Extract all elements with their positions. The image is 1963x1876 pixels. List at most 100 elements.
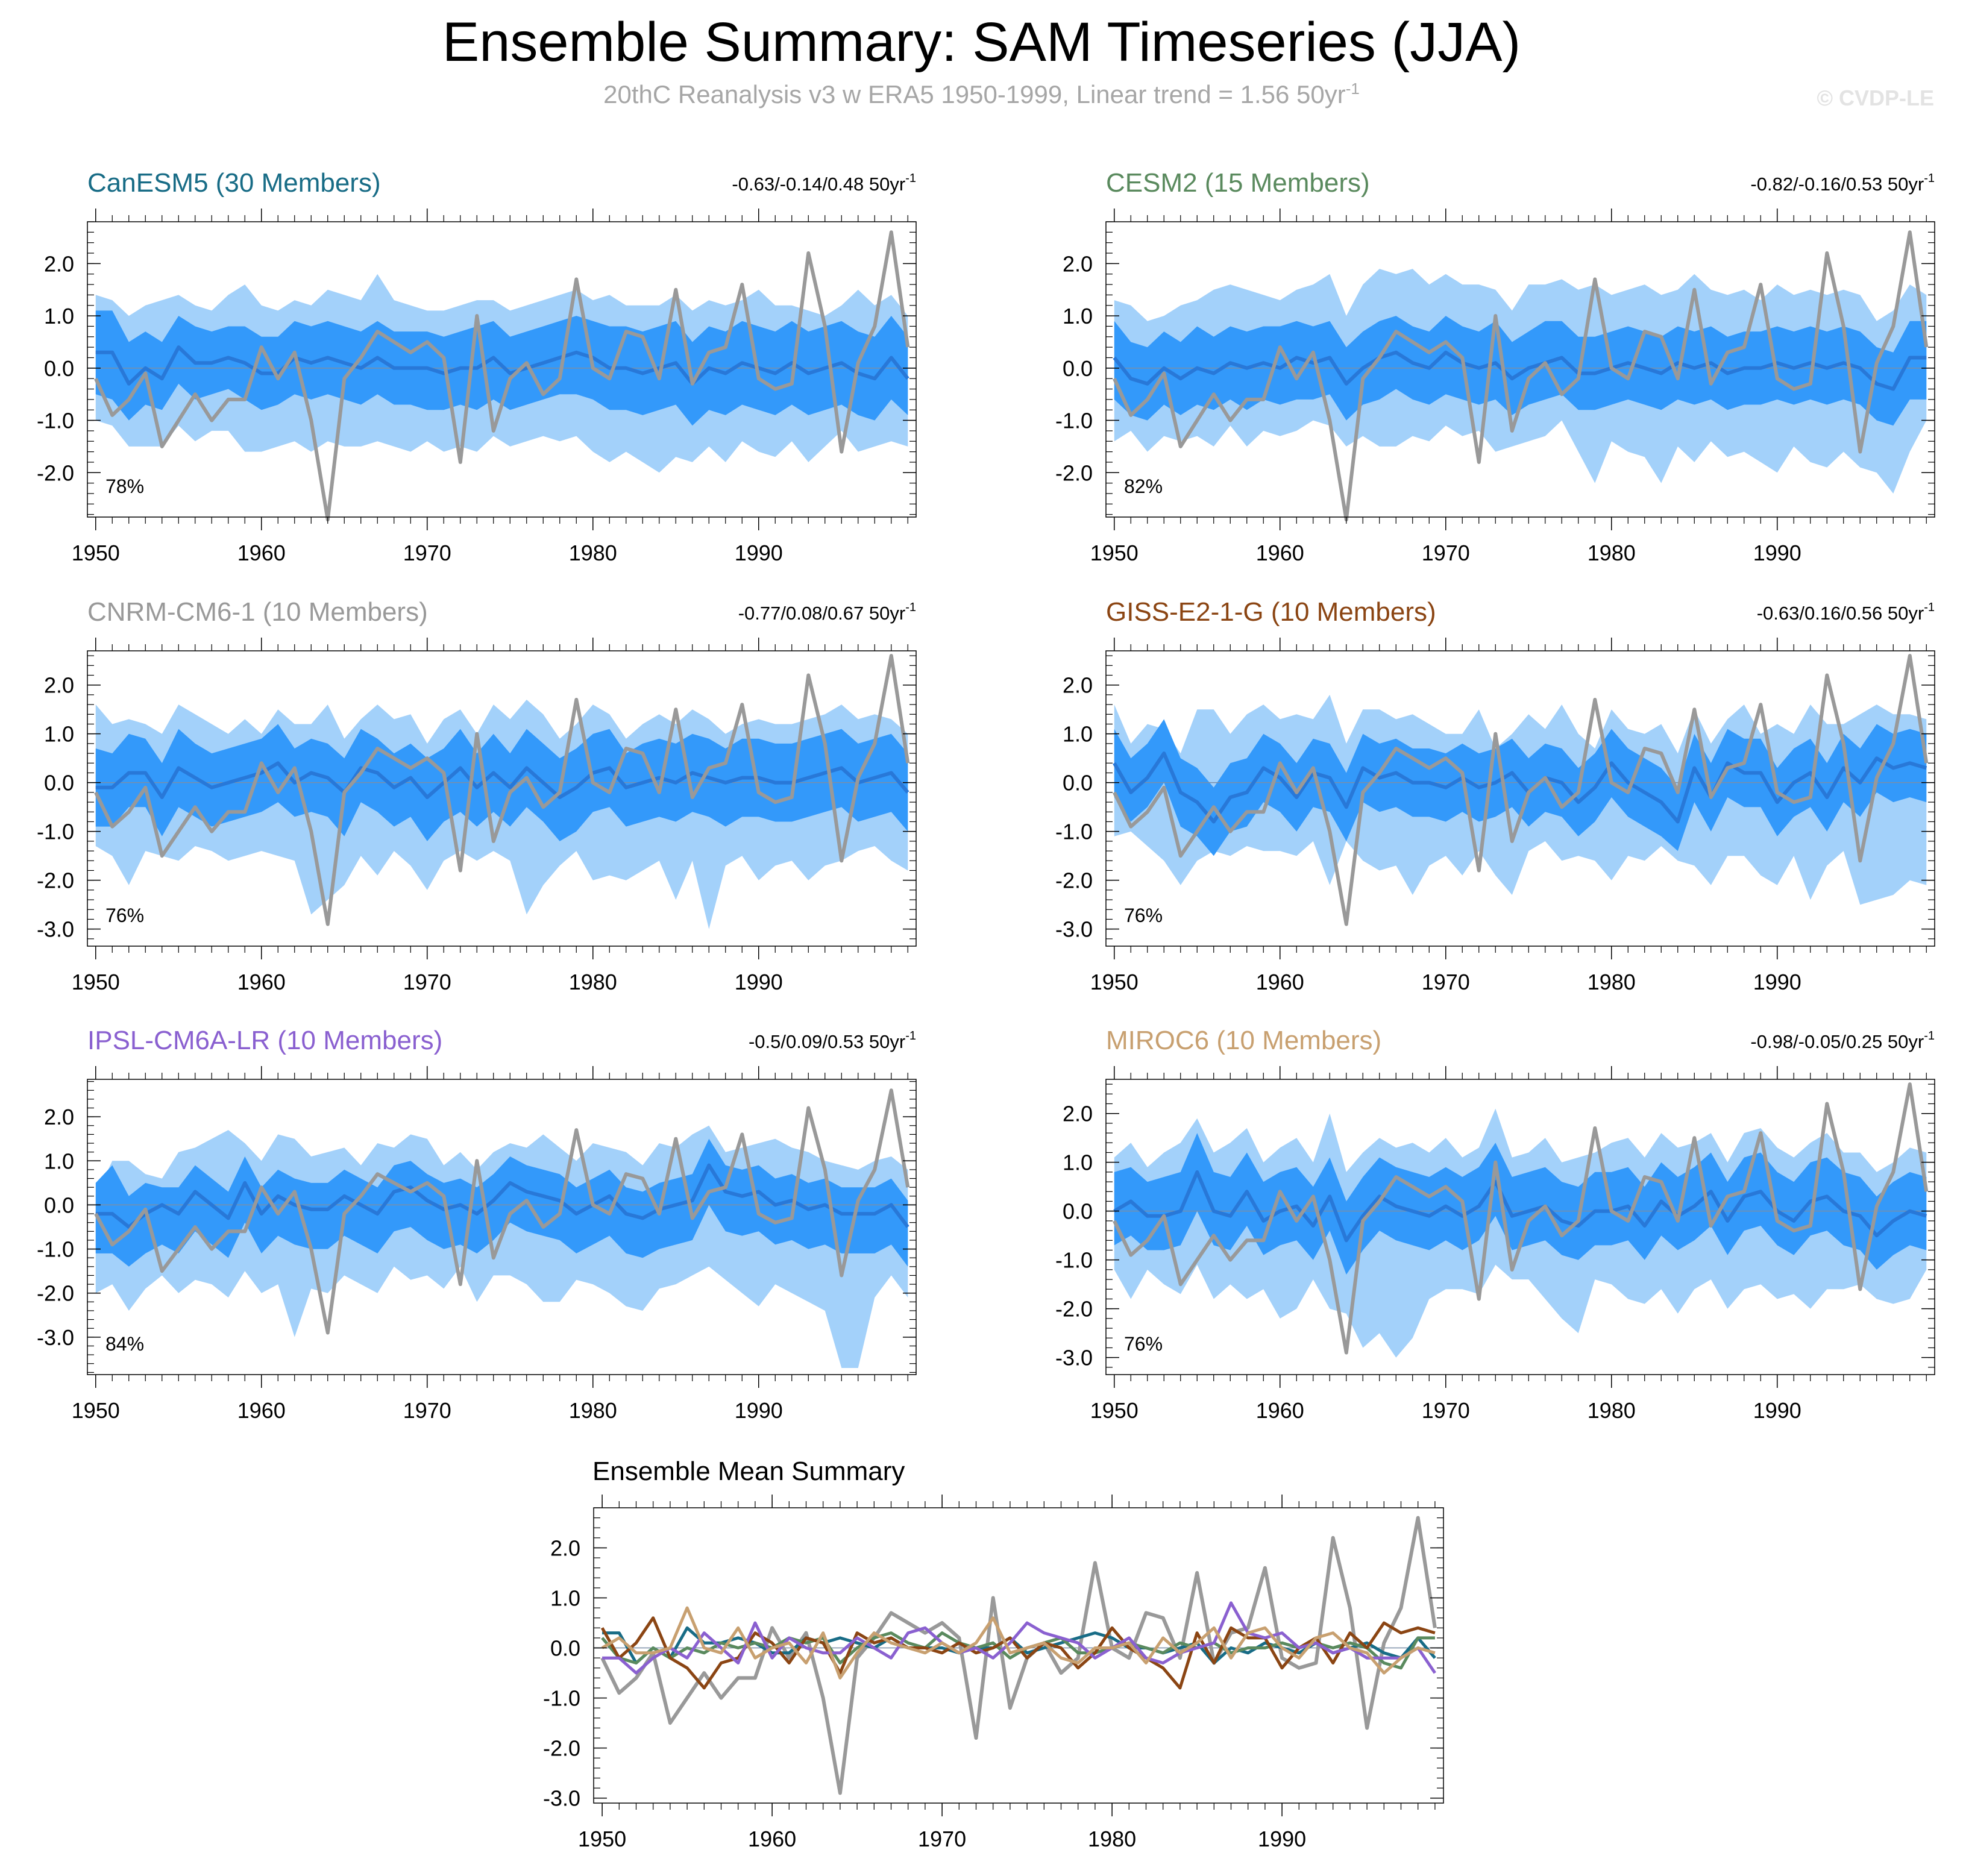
y-tick-label: -1.0 (37, 820, 74, 844)
series-line-ensemble-mean (95, 345, 909, 386)
chart-panel-miroc6: 2.0 1.0 0.0 -1.0 -2.0 -3.0 1950 1960 1970 1980 199… (1055, 1026, 1935, 1423)
y-tick-label: 2.0 (44, 1105, 74, 1129)
y-tick-label: 2.0 (1063, 673, 1093, 698)
percent-label: 82% (1124, 475, 1163, 497)
x-tick-label: 1970 (403, 970, 451, 994)
plot-frame (593, 1507, 1444, 1804)
y-tick-label: 2.0 (44, 251, 74, 276)
y-tick-label: -1.0 (543, 1686, 580, 1711)
x-tick-label: 1960 (1256, 1398, 1304, 1423)
trend-label: -0.77/0.08/0.67 50yr-1 (738, 601, 916, 624)
x-tick-label: 1960 (748, 1827, 796, 1851)
spread-band-inner (1114, 316, 1927, 426)
chart-panel-ipsl: 2.0 1.0 0.0 -1.0 -2.0 -3.0 1950 1960 1970 1980 199… (37, 1026, 917, 1423)
y-tick-label: 0.0 (1063, 1199, 1093, 1224)
series-line-obs (94, 1088, 910, 1335)
x-tick-label: 1950 (72, 970, 120, 994)
trend-value: -0.77/0.08/0.67 50yr (738, 603, 905, 624)
chart-panel-giss: 2.0 1.0 0.0 -1.0 -2.0 -3.0 1950 1960 1970 1980 199… (1055, 597, 1935, 994)
y-tick-label: -2.0 (543, 1736, 580, 1761)
series-line-ipsl-cm6a-lr (602, 1601, 1436, 1675)
series-line-obs (1113, 230, 1929, 522)
y-tick-label: 2.0 (1063, 251, 1093, 276)
y-tick-label: -1.0 (37, 1237, 74, 1262)
x-tick-label: 1950 (578, 1827, 626, 1851)
series-line-ensemble-mean (95, 761, 909, 799)
x-tick-label: 1990 (1258, 1827, 1306, 1851)
x-tick-label: 1970 (918, 1827, 966, 1851)
spread-band-inner (1114, 1133, 1927, 1275)
y-tick-label: -2.0 (1055, 868, 1093, 893)
y-tick-label: 2.0 (1063, 1102, 1093, 1126)
spread-band-inner (1114, 719, 1927, 856)
series-line-ensemble-mean (1113, 751, 1927, 824)
y-tick-label: 1.0 (1063, 1150, 1093, 1175)
chart-title: GISS-E2-1-G (10 Members) (1106, 597, 1436, 627)
page-subtitle: 20thC Reanalysis v3 w ERA5 1950-1999, Li… (0, 80, 1963, 109)
series-line-obs (94, 654, 910, 926)
x-tick-label: 1980 (569, 1398, 617, 1423)
x-tick-label: 1980 (569, 541, 617, 565)
y-tick-label: -2.0 (37, 868, 74, 893)
plot-frame (1105, 650, 1935, 947)
series-line-obs (1113, 1082, 1929, 1355)
trend-exponent: -1 (905, 172, 916, 185)
y-tick-label: 1.0 (44, 1149, 74, 1173)
trend-exponent: -1 (1924, 601, 1935, 614)
series-line-obs (600, 1516, 1437, 1795)
chart-panel-cesm2: 2.0 1.0 0.0 -1.0 -2.0 1950 1960 1970 1980 1990 CES… (1055, 168, 1935, 565)
series-line-ensemble-mean (95, 1163, 909, 1229)
percent-label: 76% (105, 905, 144, 926)
trend-exponent: -1 (1924, 1029, 1935, 1043)
x-tick-label: 1970 (403, 1398, 451, 1423)
x-tick-label: 1980 (1588, 970, 1636, 994)
series-line-miroc6 (601, 1606, 1436, 1680)
trend-exponent: -1 (905, 601, 916, 614)
percent-label: 78% (105, 475, 144, 497)
x-tick-label: 1990 (1753, 1398, 1801, 1423)
trend-value: -0.63/-0.14/0.48 50yr (732, 174, 905, 195)
x-tick-label: 1960 (1256, 970, 1304, 994)
y-tick-label: -1.0 (1055, 1248, 1093, 1273)
trend-value: -0.82/-0.16/0.53 50yr (1750, 174, 1924, 195)
percent-label: 76% (1124, 1333, 1163, 1355)
plot-frame (1105, 221, 1935, 518)
trend-label: -0.5/0.09/0.53 50yr-1 (749, 1029, 916, 1052)
y-tick-label: 0.0 (550, 1636, 580, 1661)
x-tick-label: 1980 (1588, 1398, 1636, 1423)
x-tick-label: 1950 (1090, 1398, 1139, 1423)
y-tick-label: 0.0 (44, 1193, 74, 1217)
y-tick-label: -1.0 (37, 409, 74, 433)
chart-panel-canesm5: 2.0 1.0 0.0 -1.0 -2.0 1950 1960 1970 1980 1990 Can… (37, 168, 917, 565)
x-tick-label: 1990 (735, 541, 783, 565)
y-tick-label: 1.0 (44, 304, 74, 328)
x-tick-label: 1990 (735, 1398, 783, 1423)
y-tick-label: -3.0 (543, 1786, 580, 1811)
x-tick-label: 1960 (1256, 541, 1304, 565)
x-tick-label: 1980 (1588, 541, 1636, 565)
plot-frame (87, 221, 917, 518)
trend-exponent: -1 (1924, 172, 1935, 185)
y-tick-label: 1.0 (44, 722, 74, 747)
y-tick-label: -1.0 (1055, 820, 1093, 844)
y-tick-label: -3.0 (37, 1325, 74, 1350)
x-tick-label: 1950 (72, 1398, 120, 1423)
x-tick-label: 1960 (237, 970, 286, 994)
x-tick-label: 1970 (1422, 541, 1470, 565)
y-tick-label: -2.0 (37, 1281, 74, 1306)
plot-frame (87, 1079, 917, 1375)
y-tick-label: -2.0 (1055, 1297, 1093, 1322)
x-tick-label: 1950 (72, 541, 120, 565)
trend-label: -0.63/0.16/0.56 50yr-1 (1757, 601, 1935, 624)
x-tick-label: 1980 (569, 970, 617, 994)
trend-value: -0.5/0.09/0.53 50yr (749, 1031, 905, 1052)
x-tick-label: 1980 (1088, 1827, 1136, 1851)
y-tick-label: -3.0 (37, 917, 74, 942)
y-tick-label: -2.0 (1055, 460, 1093, 485)
y-tick-label: 2.0 (44, 673, 74, 698)
chart-title: CESM2 (15 Members) (1106, 168, 1370, 198)
trend-label: -0.63/-0.14/0.48 50yr-1 (732, 172, 916, 195)
series-line-ensemble-mean (1113, 1170, 1927, 1243)
y-tick-label: 0.0 (44, 356, 74, 381)
